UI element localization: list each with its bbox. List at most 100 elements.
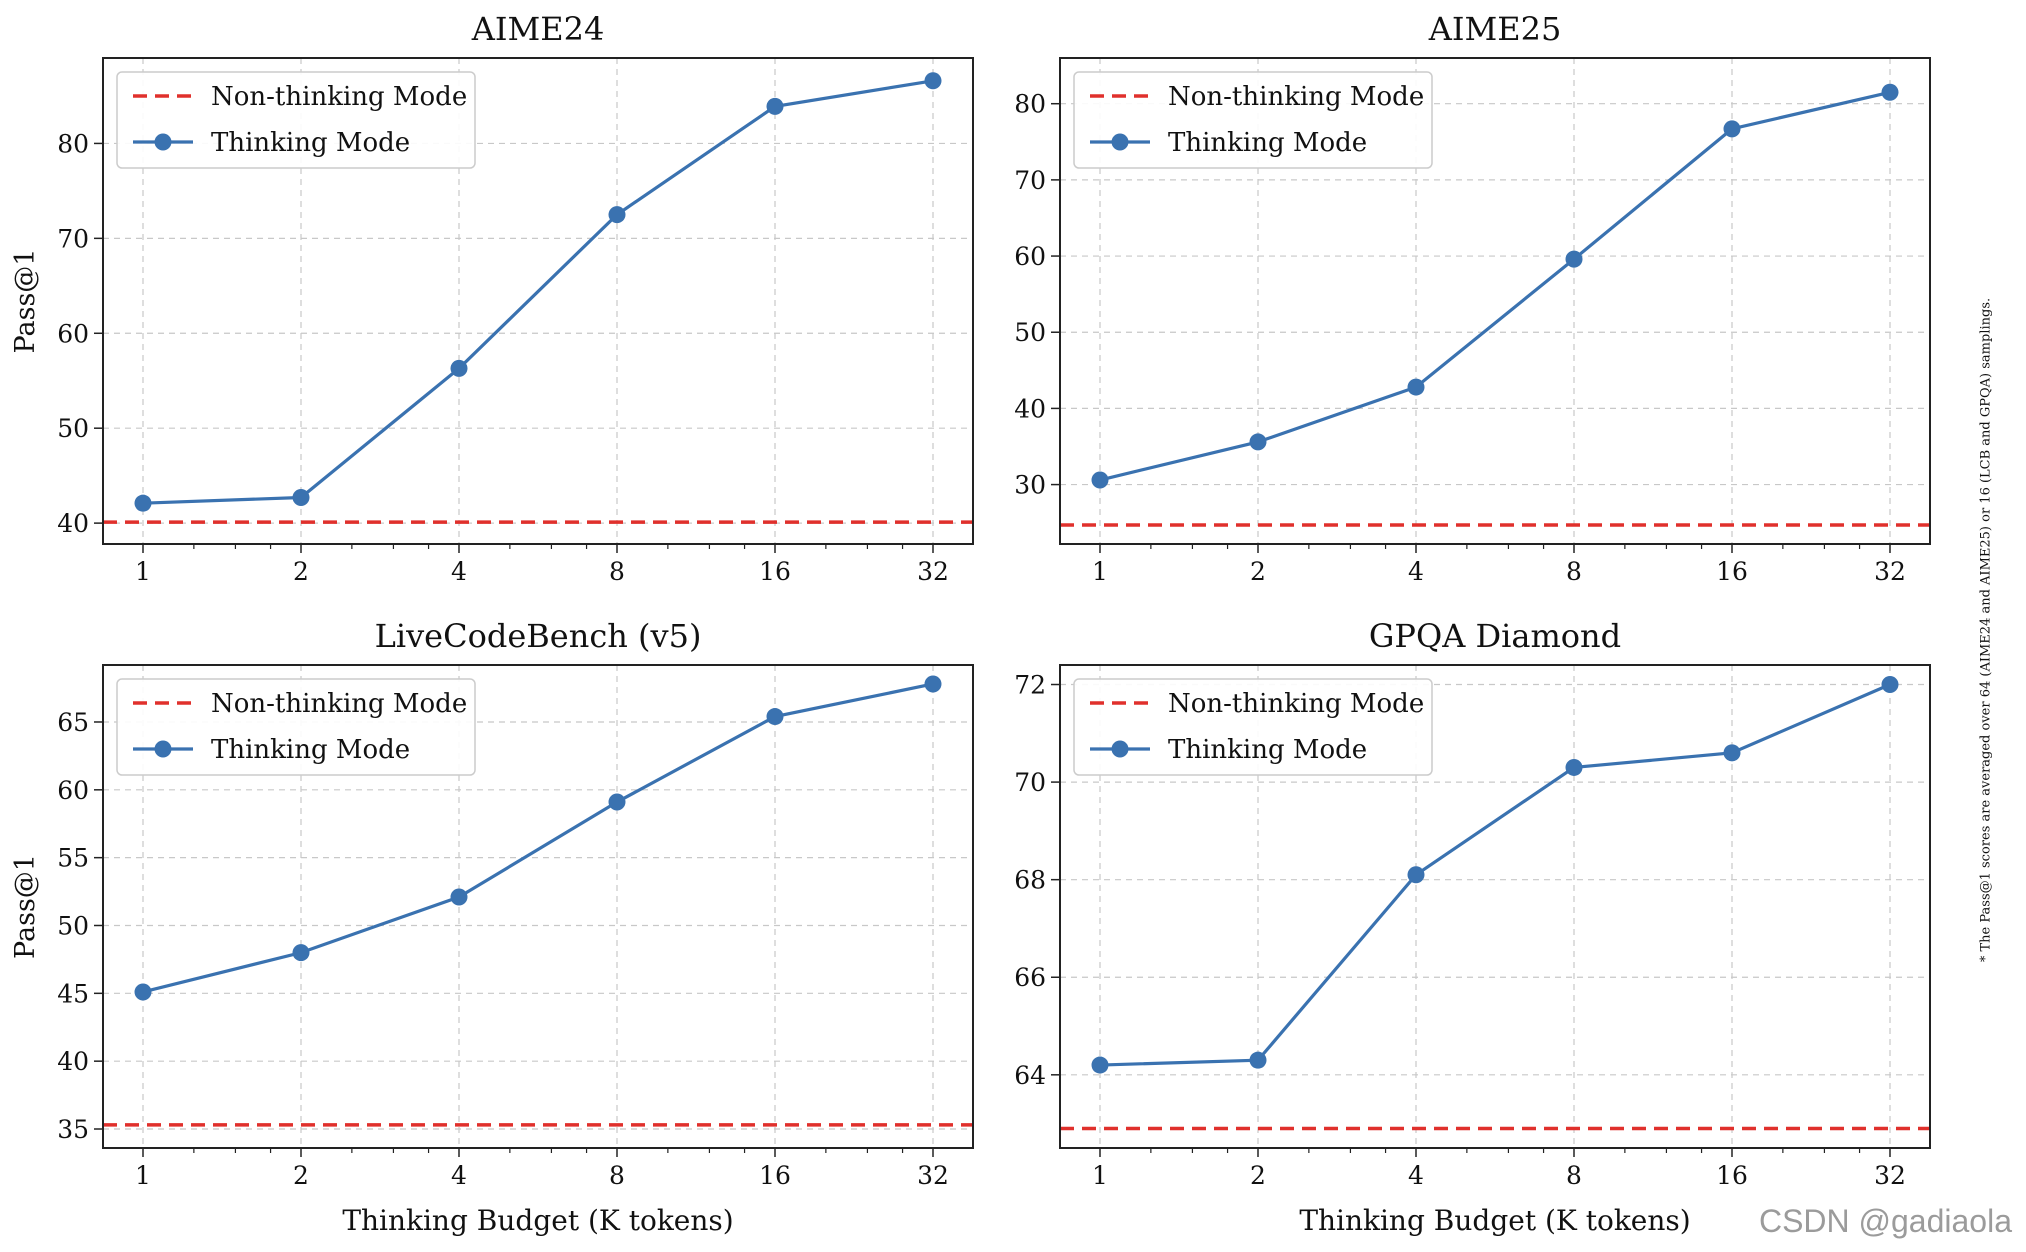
thinking-line [1099, 683, 1891, 1067]
legend: Non-thinking Mode Thinking Mode [116, 71, 476, 169]
x-tick-label: 8 [609, 1161, 625, 1190]
thinking-point [1565, 250, 1583, 268]
legend-non-thinking-label: Non-thinking Mode [1168, 689, 1424, 719]
x-tick-label: 8 [609, 557, 625, 586]
axes-frame [102, 57, 974, 545]
thinking-point [1091, 471, 1109, 489]
x-tick-label: 32 [917, 557, 949, 586]
x-tick-label: 2 [293, 557, 309, 586]
thinking-point [1723, 744, 1741, 762]
subplot-2: 1 2 4 8 16 32 30 40 50 60 70 80 Non-thinking Mode Thi… [1014, 10, 1931, 586]
y-tick-label: 70 [1014, 166, 1046, 195]
thinking-point [450, 359, 468, 377]
thinking-point [134, 494, 152, 512]
watermark: CSDN @gadiaola [1758, 1203, 2012, 1239]
y-tick-label: 80 [57, 129, 89, 158]
x-tick-label: 4 [1408, 1161, 1424, 1190]
thinking-point [134, 983, 152, 1001]
axes-frame [102, 664, 974, 1149]
legend-box [116, 71, 476, 169]
legend-thinking-marker [154, 133, 172, 151]
thinking-point [1565, 758, 1583, 776]
y-tick-label: 40 [1014, 394, 1046, 423]
y-tick-label: 35 [57, 1115, 89, 1144]
thinking-point [1407, 378, 1425, 396]
y-tick-label: 66 [1014, 963, 1046, 992]
legend-thinking-label: Thinking Mode [211, 735, 410, 765]
footnote: * The Pass@1 scores are averaged over 64… [1978, 297, 1994, 963]
x-tick-label: 1 [135, 1161, 151, 1190]
y-tick-label: 60 [57, 319, 89, 348]
legend-thinking-label: Thinking Mode [1168, 735, 1367, 765]
x-axis-label: Thinking Budget (K tokens) [342, 1204, 733, 1237]
legend-thinking-marker [154, 740, 172, 758]
axes-frame [1059, 57, 1931, 545]
legend-non-thinking-label: Non-thinking Mode [211, 82, 467, 112]
x-tick-label: 4 [1408, 557, 1424, 586]
subplot-4: 1 2 4 8 16 32 64 66 68 70 72 Non-thinking Mode Think… [1014, 617, 1931, 1237]
thinking-point [1881, 676, 1899, 694]
x-tick-label: 32 [1874, 1161, 1906, 1190]
subplot-1: 1 2 4 8 16 32 40 50 60 70 80 Non-thinking Mode Think… [10, 10, 974, 586]
y-tick-label: 40 [57, 1047, 89, 1076]
legend-non-thinking-label: Non-thinking Mode [211, 689, 467, 719]
x-tick-label: 1 [1092, 1161, 1108, 1190]
x-tick-label: 16 [759, 1161, 791, 1190]
x-tick-label: 16 [759, 557, 791, 586]
y-tick-label: 50 [57, 911, 89, 940]
y-tick-label: 55 [57, 844, 89, 873]
x-tick-label: 8 [1566, 1161, 1582, 1190]
x-tick-label: 32 [917, 1161, 949, 1190]
legend-thinking-marker [1111, 740, 1129, 758]
thinking-line [142, 682, 934, 994]
y-tick-label: 60 [57, 776, 89, 805]
legend-thinking-marker [1111, 133, 1129, 151]
legend-box [116, 678, 476, 776]
x-tick-label: 1 [1092, 557, 1108, 586]
thinking-point [1249, 433, 1267, 451]
thinking-point [1249, 1051, 1267, 1069]
y-tick-label: 45 [57, 979, 89, 1008]
x-tick-label: 16 [1716, 557, 1748, 586]
thinking-point [292, 944, 310, 962]
thinking-point [608, 793, 626, 811]
y-tick-label: 70 [57, 224, 89, 253]
y-tick-label: 68 [1014, 866, 1046, 895]
x-tick-label: 1 [135, 557, 151, 586]
subplot-title: GPQA Diamond [1369, 617, 1621, 655]
legend-box [1073, 71, 1433, 169]
x-tick-label: 4 [451, 557, 467, 586]
thinking-point [608, 206, 626, 224]
thinking-point [450, 888, 468, 906]
y-axis-label: Pass@1 [10, 249, 41, 354]
legend: Non-thinking Mode Thinking Mode [1073, 71, 1433, 169]
legend: Non-thinking Mode Thinking Mode [116, 678, 476, 776]
x-tick-label: 32 [1874, 557, 1906, 586]
thinking-point [292, 488, 310, 506]
y-tick-label: 72 [1014, 671, 1046, 700]
thinking-point [1091, 1056, 1109, 1074]
thinking-point [1881, 83, 1899, 101]
axes-frame [1059, 664, 1931, 1149]
x-tick-label: 2 [1250, 557, 1266, 586]
subplot-3: 1 2 4 8 16 32 35 40 45 50 55 60 65 Non-thinking Mode T… [10, 617, 974, 1237]
x-tick-label: 16 [1716, 1161, 1748, 1190]
y-axis-label: Pass@1 [10, 854, 41, 959]
subplot-title: AIME25 [1428, 10, 1562, 48]
y-tick-label: 70 [1014, 768, 1046, 797]
x-tick-label: 8 [1566, 557, 1582, 586]
thinking-point [766, 708, 784, 726]
y-tick-label: 64 [1014, 1061, 1046, 1090]
x-axis-label: Thinking Budget (K tokens) [1299, 1204, 1690, 1237]
subplot-title: AIME24 [471, 10, 605, 48]
y-tick-label: 40 [57, 509, 89, 538]
y-tick-label: 65 [57, 708, 89, 737]
thinking-line [1099, 90, 1891, 482]
legend: Non-thinking Mode Thinking Mode [1073, 678, 1433, 776]
thinking-point [1723, 120, 1741, 138]
x-tick-label: 4 [451, 1161, 467, 1190]
y-tick-label: 60 [1014, 242, 1046, 271]
thinking-point [924, 675, 942, 693]
x-tick-label: 2 [293, 1161, 309, 1190]
